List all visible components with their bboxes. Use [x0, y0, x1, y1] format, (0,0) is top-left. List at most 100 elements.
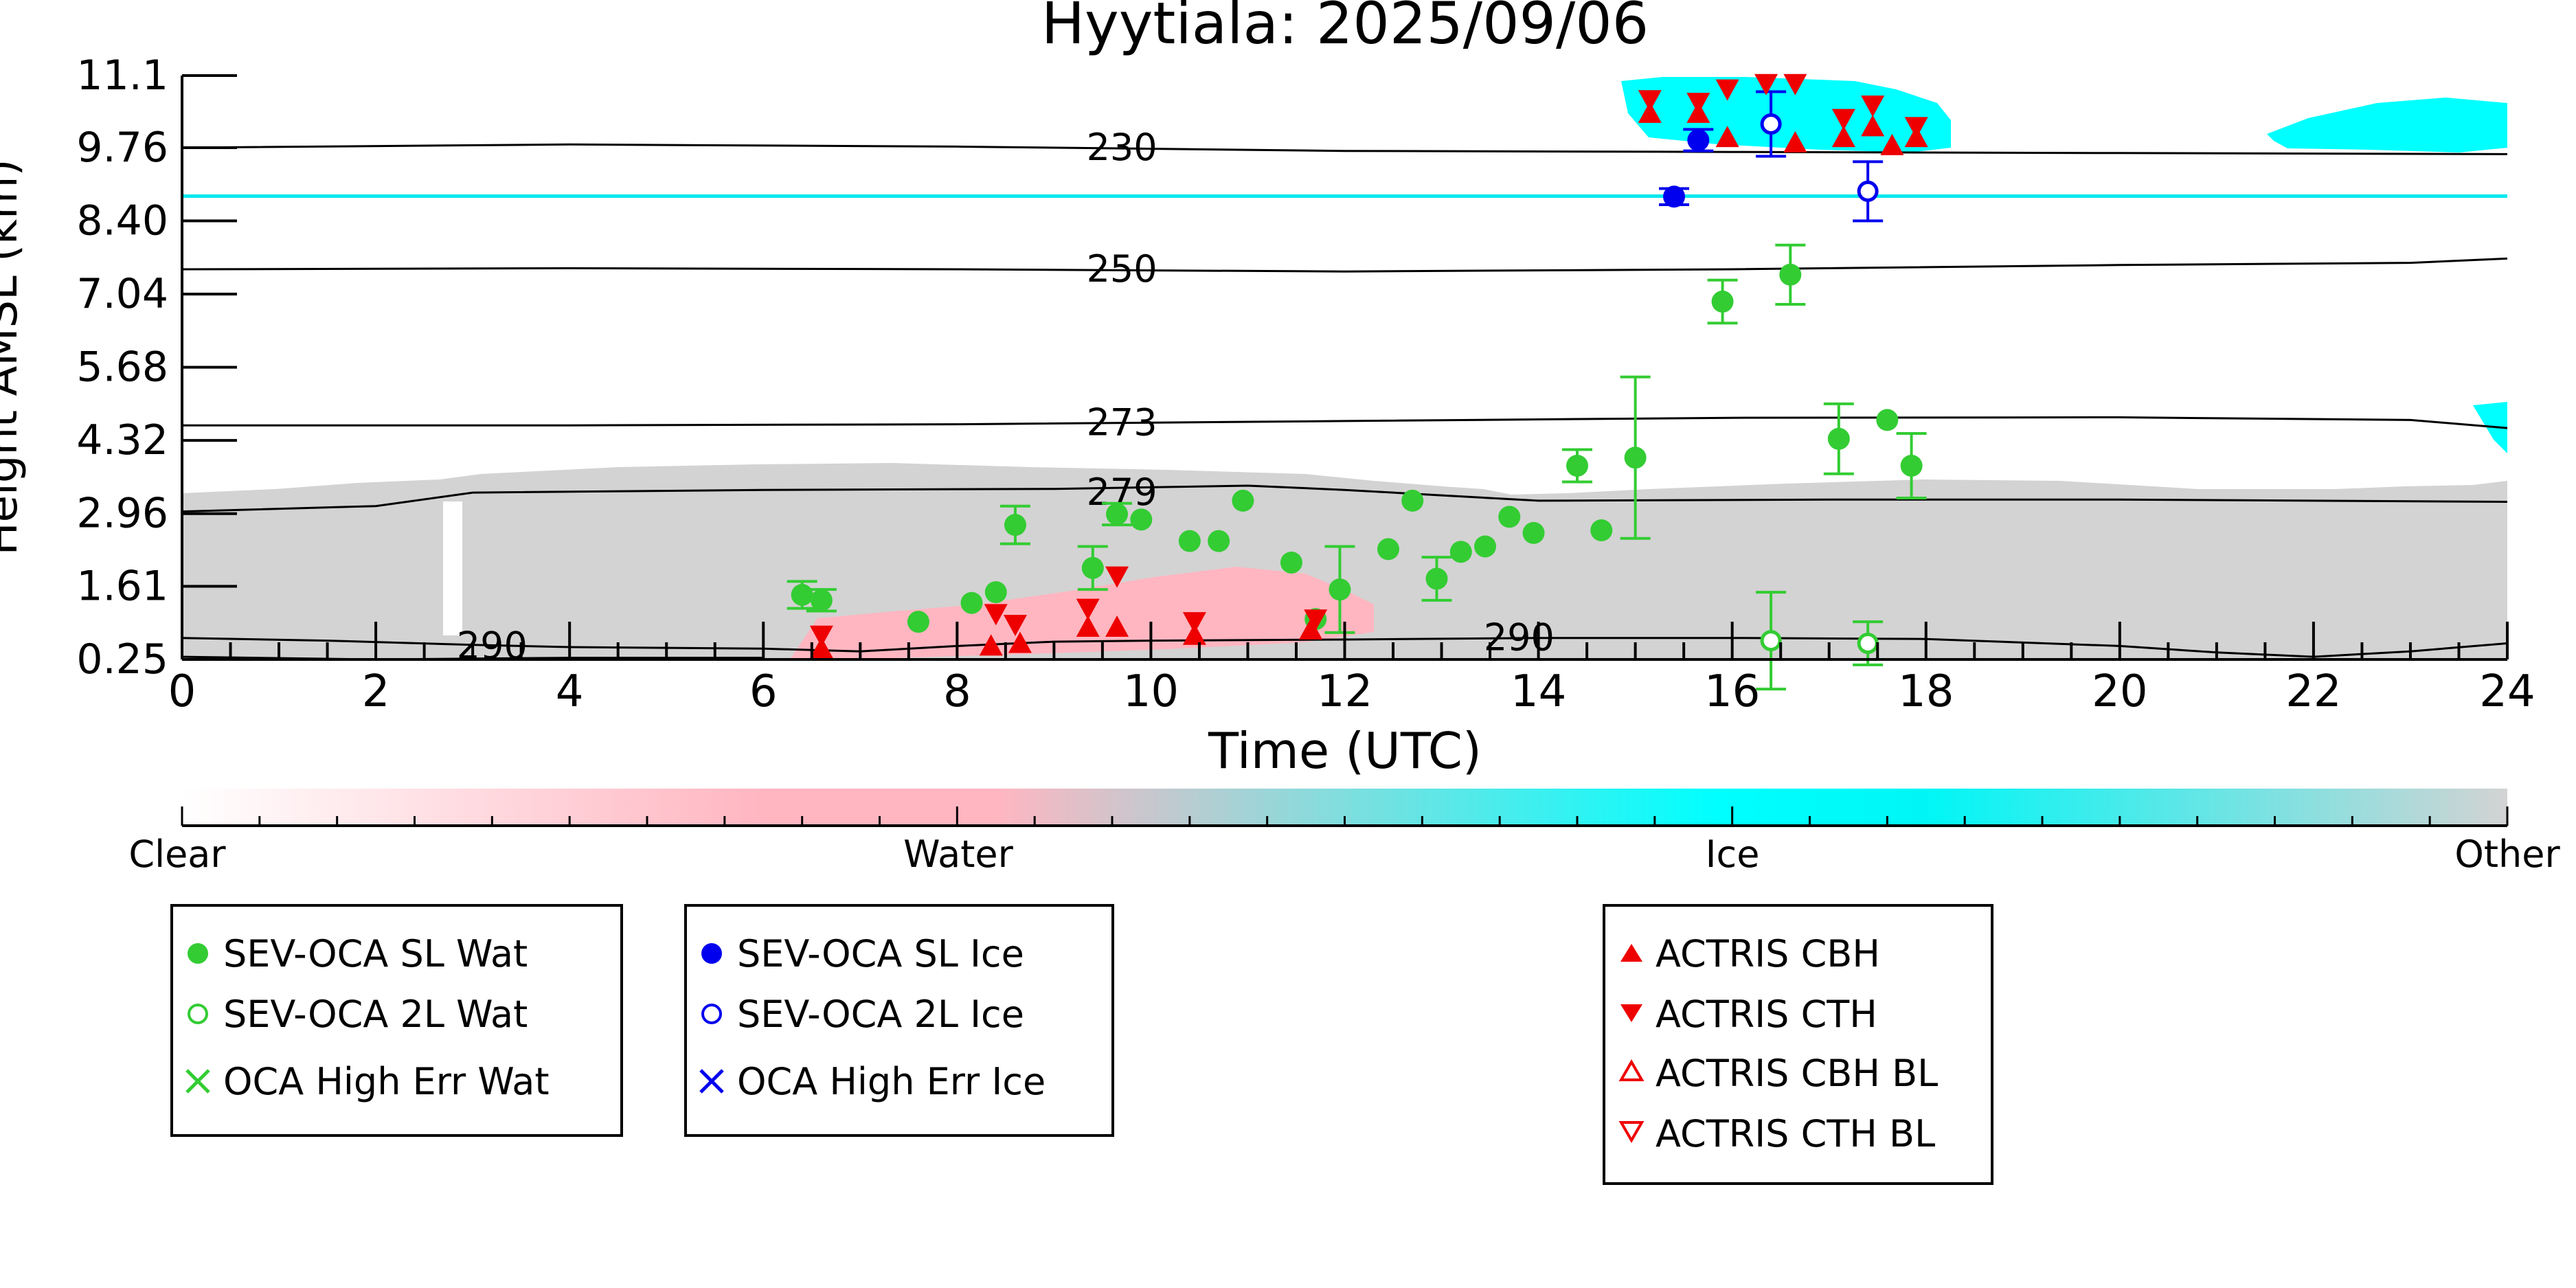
marker-sev-oca-sl-wat-6 [1081, 556, 1104, 579]
x-tick-label-1: 2 [362, 666, 390, 717]
observation-markers [787, 74, 1928, 691]
marker-actris-cth-9 [1715, 79, 1739, 101]
marker-sev-oca-sl-wat-7 [1106, 503, 1129, 526]
contour-line-273-2 [182, 416, 2508, 429]
marker-sev-oca-sl-wat-20 [1498, 506, 1521, 528]
x-tick-label-2: 4 [556, 666, 584, 717]
marker-actris-cth-8 [1686, 93, 1710, 115]
water-cloud-region [790, 567, 1374, 659]
x-tick-label-7: 14 [1511, 666, 1566, 717]
x-tick-label-8: 16 [1704, 666, 1760, 717]
marker-actris-cbh-12 [1861, 115, 1885, 137]
marker-actris-cbh-0 [809, 637, 833, 659]
contour-label-230-0: 230 [1087, 126, 1157, 169]
marker-actris-cbh-7 [1638, 101, 1662, 123]
y-tick-label-7: 9.76 [76, 124, 168, 172]
y-tick-label-4: 5.68 [76, 343, 168, 392]
legend-2l-ice-marker [701, 1004, 722, 1024]
ice-cloud-region-right [2267, 98, 2507, 152]
x-tick-label-5: 10 [1123, 666, 1179, 717]
legend-cth-bl-marker [1618, 1121, 1645, 1144]
marker-sev-oca-sl-ice-1 [1687, 129, 1710, 152]
marker-sev-oca-sl-wat-12 [1280, 551, 1302, 574]
legend-water: SEV-OCA SL Wat SEV-OCA 2L Wat OCA High E… [170, 904, 623, 1137]
x-tick-label-0: 0 [168, 666, 196, 717]
contour-label-290-5: 290 [1484, 616, 1555, 659]
marker-actris-cbh-5 [1182, 623, 1206, 645]
x-axis-label: Time (UTC) [1208, 722, 1482, 780]
marker-sev-oca-sl-wat-1 [810, 589, 833, 611]
other-cloud-region [182, 463, 2507, 659]
marker-sev-oca-2l-wat-1 [1857, 632, 1879, 654]
contour-label-250-1: 250 [1087, 247, 1157, 291]
marker-sev-oca-sl-wat-14 [1329, 578, 1351, 601]
legend-higherr-wat-marker [185, 1069, 210, 1094]
y-tick-label-8: 11.1 [76, 52, 168, 100]
marker-actris-cth-1 [984, 604, 1008, 626]
marker-actris-cth-3 [1076, 598, 1100, 620]
x-tick-label-3: 6 [749, 666, 778, 717]
y-tick-label-0: 0.25 [76, 635, 168, 683]
chart-title: Hyytiala: 2025/09/06 [1041, 0, 1649, 57]
legend-higherr-ice-label: OCA High Err Ice [737, 1060, 1046, 1103]
y-axis-ticks: 0.25 1.61 2.96 4.32 5.68 7.04 8.40 9.76 11.1 [76, 52, 237, 683]
legend-cth-bl-label: ACTRIS CTH BL [1656, 1112, 1935, 1155]
marker-sev-oca-sl-wat-21 [1522, 521, 1545, 544]
colorbar-label-water: Water [903, 833, 1013, 876]
legend-cbh-marker [1620, 944, 1642, 962]
marker-sev-oca-sl-wat-24 [1624, 447, 1647, 469]
legend-sl-wat-marker [188, 943, 208, 964]
y-tick-label-5: 7.04 [76, 270, 168, 318]
marker-sev-oca-sl-wat-18 [1449, 541, 1472, 563]
contour-line-290-4 [181, 637, 2508, 658]
x-tick-label-12: 24 [2479, 666, 2535, 717]
legend-cbh-label: ACTRIS CBH [1656, 932, 1880, 975]
legend-sl-ice-label: SEV-OCA SL Ice [737, 932, 1024, 975]
colorbar-label-ice: Ice [1706, 833, 1760, 876]
marker-sev-oca-2l-wat-0 [1760, 630, 1782, 652]
legend-2l-wat-marker [188, 1004, 208, 1024]
legend-cbh-bl-label: ACTRIS CBH BL [1656, 1052, 1938, 1095]
marker-actris-cbh-6 [1299, 618, 1323, 640]
contour-line-279-3 [181, 484, 2508, 513]
x-tick-label-4: 8 [943, 666, 971, 717]
marker-sev-oca-sl-wat-16 [1401, 489, 1424, 512]
contour-label-273-2: 273 [1087, 400, 1157, 444]
legend-water-frame [170, 904, 623, 1137]
marker-sev-oca-sl-wat-17 [1425, 567, 1448, 590]
contour-line-250-1 [181, 257, 2508, 273]
marker-sev-oca-sl-wat-11 [1232, 489, 1254, 512]
x-tick-label-10: 20 [2092, 666, 2147, 717]
marker-sev-oca-sl-wat-29 [1900, 454, 1923, 477]
legend-actris-frame [1603, 904, 1993, 1185]
marker-actris-cbh-2 [1008, 631, 1032, 653]
x-tick-label-9: 18 [1898, 666, 1954, 717]
colorbar-ticks [181, 806, 2509, 826]
marker-actris-cbh-11 [1831, 126, 1855, 148]
marker-actris-cth-10 [1754, 74, 1778, 95]
marker-sev-oca-sl-wat-23 [1590, 519, 1613, 541]
ice-cloud-band [182, 194, 2507, 198]
marker-sev-oca-sl-wat-28 [1876, 409, 1899, 431]
marker-actris-cth-5 [1182, 612, 1206, 634]
marker-sev-oca-sl-wat-26 [1779, 263, 1802, 286]
legend-actris: ACTRIS CBH ACTRIS CTH ACTRIS CBH BL ACTR… [1603, 904, 1993, 1185]
marker-actris-cth-0 [809, 625, 833, 647]
marker-actris-cth-12 [1831, 109, 1855, 131]
x-tick-label-6: 12 [1317, 666, 1372, 717]
legend-sl-ice-marker [701, 943, 722, 964]
marker-sev-oca-sl-wat-27 [1827, 427, 1850, 450]
marker-actris-cth-4 [1105, 566, 1129, 588]
marker-sev-oca-sl-wat-0 [791, 583, 813, 606]
marker-actris-cth-2 [1003, 615, 1027, 637]
y-axis-label: Height AMSL (km) [0, 159, 27, 556]
y-tick-label-2: 2.96 [76, 490, 168, 538]
marker-sev-oca-2l-ice-0 [1760, 113, 1782, 135]
marker-sev-oca-sl-wat-9 [1178, 530, 1201, 552]
marker-sev-oca-sl-wat-25 [1711, 291, 1734, 313]
marker-actris-cbh-9 [1715, 126, 1739, 148]
marker-actris-cbh-1 [979, 634, 1003, 656]
legend-cth-marker [1620, 1004, 1642, 1022]
marker-sev-oca-sl-wat-8 [1130, 508, 1153, 531]
legend-cth-label: ACTRIS CTH [1656, 993, 1877, 1036]
